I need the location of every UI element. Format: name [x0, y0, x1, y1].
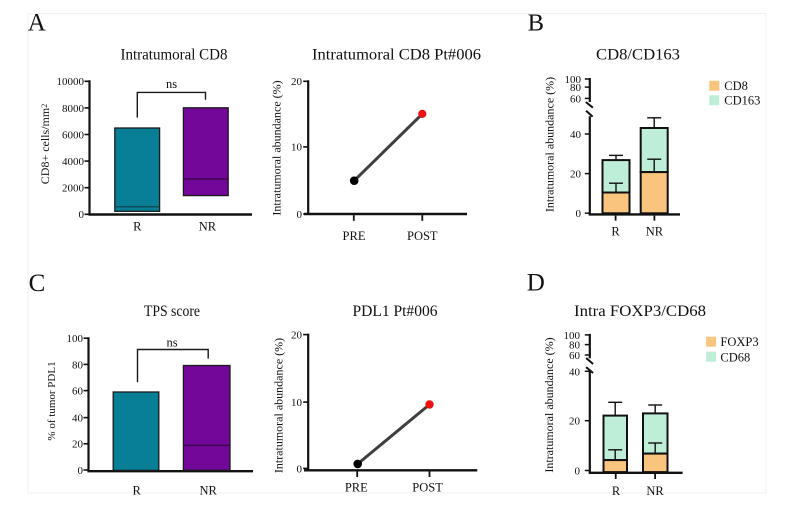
svg-text:Intratumoral abundance (%): Intratumoral abundance (%) — [272, 338, 286, 473]
svg-text:Intratumoral CD8: Intratumoral CD8 — [121, 47, 228, 64]
svg-text:40: 40 — [570, 129, 582, 141]
svg-text:10: 10 — [291, 142, 303, 154]
svg-text:10: 10 — [291, 397, 303, 409]
svg-text:CD8/CD163: CD8/CD163 — [596, 47, 680, 64]
svg-text:R: R — [133, 484, 142, 498]
svg-text:20: 20 — [72, 439, 84, 451]
svg-text:CD8+ cells/mm2: CD8+ cells/mm2 — [38, 104, 52, 184]
svg-text:B: B — [528, 9, 544, 36]
svg-text:0: 0 — [297, 209, 303, 221]
svg-text:D: D — [527, 269, 545, 296]
svg-text:C: C — [29, 270, 46, 297]
svg-text:8000: 8000 — [62, 103, 85, 115]
svg-text:ns: ns — [166, 336, 177, 350]
svg-text:20: 20 — [291, 330, 303, 342]
svg-text:10000: 10000 — [57, 76, 85, 88]
svg-text:60: 60 — [570, 93, 582, 105]
svg-text:R: R — [612, 484, 621, 498]
svg-text:R: R — [133, 220, 142, 234]
svg-text:ns: ns — [166, 77, 177, 91]
svg-text:80: 80 — [569, 340, 581, 352]
svg-text:Intratumoral CD8 Pt#006: Intratumoral CD8 Pt#006 — [312, 47, 481, 64]
svg-text:20: 20 — [569, 416, 581, 428]
svg-text:NR: NR — [646, 484, 664, 498]
svg-text:Intratumoral abundance (%): Intratumoral abundance (%) — [270, 80, 284, 215]
svg-text:0: 0 — [575, 465, 581, 477]
svg-text:R: R — [611, 225, 620, 239]
svg-text:0: 0 — [576, 208, 582, 220]
svg-text:100: 100 — [67, 333, 84, 345]
svg-text:A: A — [28, 9, 46, 36]
svg-text:Intratumoral abundance (%): Intratumoral abundance (%) — [542, 337, 556, 472]
svg-text:6000: 6000 — [62, 129, 85, 141]
svg-text:20: 20 — [291, 76, 303, 88]
svg-text:CD163: CD163 — [724, 94, 760, 108]
svg-text:PDL1 Pt#006: PDL1 Pt#006 — [353, 303, 438, 320]
svg-text:CD68: CD68 — [720, 350, 750, 364]
svg-text:NR: NR — [200, 484, 218, 498]
svg-text:NR: NR — [199, 220, 217, 234]
svg-text:0: 0 — [78, 465, 84, 477]
svg-text:Intra FOXP3/CD68: Intra FOXP3/CD68 — [574, 303, 706, 320]
svg-text:CD8: CD8 — [724, 79, 748, 93]
svg-text:4000: 4000 — [62, 156, 85, 168]
svg-text:60: 60 — [72, 386, 84, 398]
svg-text:TPS score: TPS score — [144, 303, 200, 320]
svg-text:2000: 2000 — [62, 183, 85, 195]
svg-text:POST: POST — [412, 481, 443, 495]
svg-text:PRE: PRE — [343, 229, 366, 243]
svg-text:40: 40 — [569, 366, 581, 378]
svg-text:20: 20 — [570, 169, 582, 181]
svg-text:FOXP3: FOXP3 — [720, 335, 758, 349]
svg-text:100: 100 — [565, 74, 582, 86]
svg-text:POST: POST — [407, 229, 438, 243]
svg-text:80: 80 — [570, 82, 582, 94]
svg-text:% of tumor PDL1: % of tumor PDL1 — [46, 361, 58, 440]
svg-text:80: 80 — [72, 359, 84, 371]
svg-text:40: 40 — [72, 413, 84, 425]
svg-text:0: 0 — [79, 209, 85, 221]
svg-text:NR: NR — [646, 225, 664, 239]
svg-text:Intratumoral abundance (%): Intratumoral abundance (%) — [543, 77, 557, 212]
svg-text:100: 100 — [564, 330, 581, 342]
svg-text:60: 60 — [569, 350, 581, 362]
svg-text:0: 0 — [297, 463, 303, 475]
svg-text:PRE: PRE — [345, 481, 368, 495]
